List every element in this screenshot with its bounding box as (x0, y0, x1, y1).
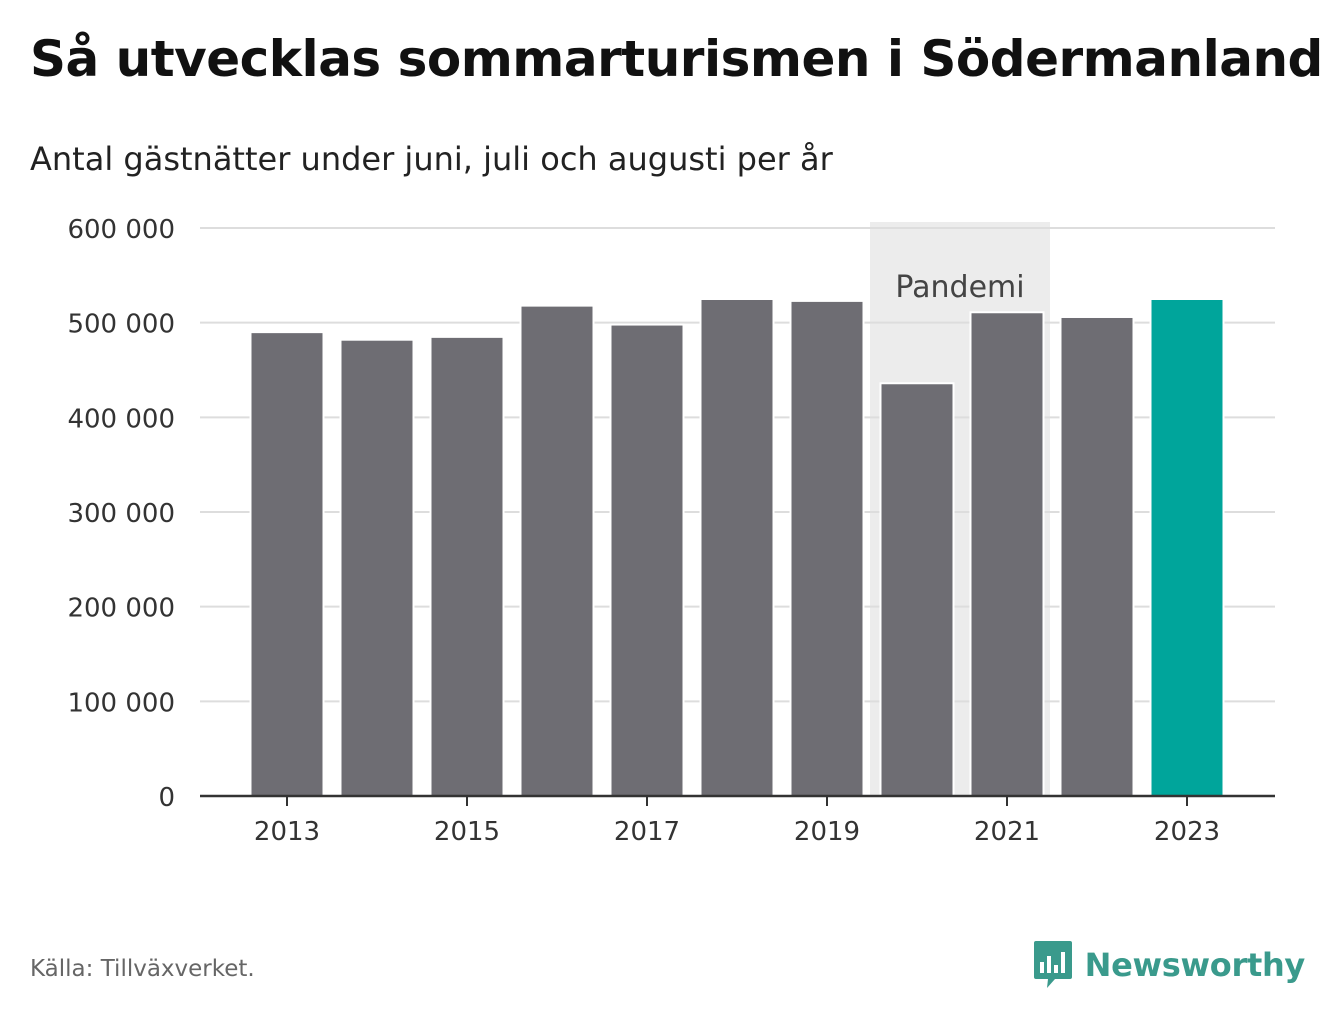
y-tick-label: 500 000 (67, 310, 175, 340)
bar-2020 (879, 382, 955, 797)
y-axis-tick-labels: 0 100 000 200 000 300 000 400 000 500 000 600 … (67, 215, 175, 813)
x-tick-label: 2019 (794, 817, 860, 847)
bar-2019 (789, 299, 865, 797)
y-tick-label: 200 000 (67, 594, 175, 624)
bar-chart: 0 100 000 200 000 300 000 400 000 500 000 600 … (67, 215, 1275, 847)
x-tick-label: 2017 (614, 817, 680, 847)
bar-2017 (609, 323, 685, 797)
newsworthy-logo-icon (1033, 941, 1072, 988)
bar-2013 (249, 331, 325, 797)
x-tick-label: 2023 (1154, 817, 1220, 847)
bar-2018 (699, 298, 775, 797)
bars (249, 298, 1225, 797)
chart-title: Så utvecklas sommarturismen i Södermanla… (30, 30, 1323, 88)
bar-2014 (339, 338, 415, 797)
chart-subtitle: Antal gästnätter under juni, juli och au… (30, 140, 833, 178)
newsworthy-logo: Newsworthy (1033, 940, 1305, 990)
source-note: Källa: Tillväxverket. (30, 956, 255, 982)
y-tick-label: 0 (158, 783, 175, 813)
x-tick-label: 2015 (434, 817, 500, 847)
y-tick-label: 400 000 (67, 404, 175, 434)
bar-2016 (519, 304, 595, 797)
newsworthy-logo-text: Newsworthy (1084, 946, 1306, 984)
bar-2022 (1059, 315, 1135, 797)
y-tick-label: 300 000 (67, 499, 175, 529)
bar-2021 (969, 311, 1045, 797)
bar-2023 (1149, 298, 1225, 797)
annotation-layer: Pandemi (895, 270, 1024, 305)
x-axis (200, 794, 1275, 806)
x-tick-label: 2013 (254, 817, 320, 847)
x-tick-label: 2021 (974, 817, 1040, 847)
x-axis-tick-labels: 2013 2015 2017 2019 2021 2023 (254, 817, 1220, 847)
y-tick-label: 600 000 (67, 215, 175, 245)
bar-2015 (429, 335, 505, 797)
pandemic-label: Pandemi (895, 270, 1024, 305)
y-tick-label: 100 000 (67, 688, 175, 718)
